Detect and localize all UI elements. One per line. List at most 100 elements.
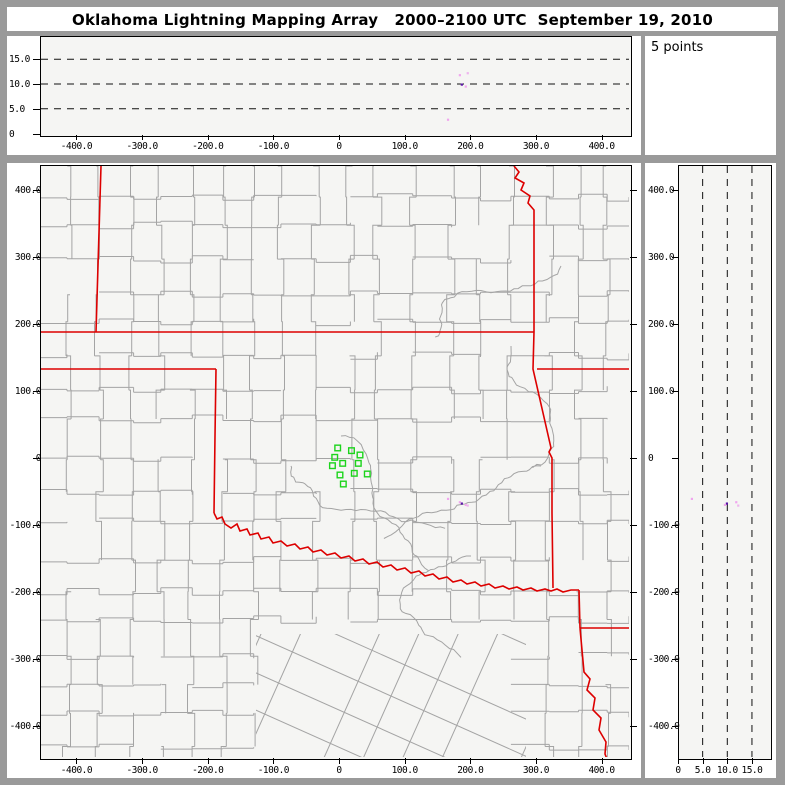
tick-label: 10.0 bbox=[716, 765, 738, 776]
altitude-ew-plot[interactable] bbox=[40, 36, 632, 137]
lightning-source-point bbox=[690, 497, 694, 500]
tick-label: 200.0 bbox=[14, 319, 42, 331]
axis-tick bbox=[672, 458, 678, 459]
axis-tick bbox=[672, 391, 678, 393]
tick-label: 5.0 bbox=[9, 103, 25, 115]
tick-label: -200.0 bbox=[648, 586, 680, 598]
tick-label: -400.0 bbox=[9, 720, 42, 732]
axis-tick bbox=[33, 324, 40, 326]
tick-label: 5.0 bbox=[694, 765, 711, 776]
title-bar: Oklahoma Lightning Mapping Array 2000–21… bbox=[7, 7, 778, 31]
axis-tick bbox=[33, 257, 40, 259]
axis-tick bbox=[702, 758, 704, 764]
tilted-county-lines bbox=[256, 634, 526, 757]
lightning-source-point bbox=[446, 118, 450, 121]
lma-station-marker bbox=[334, 444, 342, 452]
lightning-source-point bbox=[460, 83, 463, 86]
plan-view-map-plot[interactable] bbox=[40, 165, 632, 760]
lightning-source-point bbox=[464, 503, 467, 507]
lightning-source-point bbox=[458, 501, 461, 504]
tick-label: 300.0 bbox=[648, 252, 675, 264]
axis-tick bbox=[33, 84, 40, 85]
tick-label: 10.0 bbox=[9, 79, 30, 90]
axis-tick bbox=[535, 135, 537, 140]
tick-label: -400.0 bbox=[60, 141, 93, 152]
axis-tick bbox=[630, 658, 637, 660]
county-boundaries bbox=[41, 166, 629, 757]
tick-label: 100.0 bbox=[14, 386, 42, 398]
tick-label: 300.0 bbox=[522, 141, 550, 152]
axis-tick bbox=[535, 758, 537, 764]
lma-station-marker bbox=[354, 459, 362, 467]
tick-label: -100.0 bbox=[648, 519, 680, 531]
river-lines bbox=[290, 265, 562, 658]
lightning-source-point bbox=[725, 502, 729, 505]
axis-tick bbox=[76, 758, 78, 764]
altitude-ns-panel: 400.0 300.0 200.0 100.0 0 -100.0 -200.0 -300.0 -… bbox=[645, 163, 776, 778]
tick-label: 100.0 bbox=[391, 765, 419, 776]
tick-label: 100.0 bbox=[648, 386, 675, 398]
tick-label: -200.0 bbox=[9, 586, 42, 598]
tick-label: 200.0 bbox=[457, 765, 484, 776]
state-border-red-river-border bbox=[213, 512, 579, 593]
points-count-label: 5 points bbox=[651, 40, 704, 55]
tick-label: 400.0 bbox=[14, 185, 42, 197]
lma-station-marker bbox=[350, 469, 358, 477]
state-border-texas-arkansas-border bbox=[578, 589, 581, 629]
state-border-texas-louisiana-border bbox=[579, 627, 608, 757]
page-title: Oklahoma Lightning Mapping Array 2000–21… bbox=[72, 11, 713, 29]
tick-label: -300.0 bbox=[126, 141, 158, 152]
tick-label: 0 bbox=[336, 141, 342, 152]
axis-tick bbox=[672, 324, 678, 326]
tick-label: 300.0 bbox=[14, 252, 42, 264]
state-border-kansas-missouri-oklahoma-arkansas-border bbox=[513, 166, 554, 589]
axis-tick bbox=[672, 725, 678, 727]
plan-view-panel: -400.0 -300.0 -200.0 -100.0 0 100.0 200.0 300.0… bbox=[7, 163, 641, 778]
tick-label: 0 bbox=[9, 128, 15, 140]
axis-tick bbox=[470, 758, 472, 764]
axis-tick bbox=[273, 135, 275, 140]
axis-tick bbox=[33, 59, 40, 61]
axis-tick bbox=[672, 658, 678, 660]
altitude-ns-canvas bbox=[690, 166, 753, 757]
axis-tick bbox=[630, 190, 637, 192]
altitude-ns-plot[interactable] bbox=[678, 165, 772, 760]
axis-tick bbox=[339, 758, 340, 764]
state-border-texas-oklahoma-west-border bbox=[213, 368, 217, 514]
tick-label: 100.0 bbox=[391, 141, 419, 152]
lma-station-marker bbox=[328, 462, 336, 470]
axis-tick bbox=[672, 591, 678, 593]
axis-tick bbox=[339, 135, 340, 140]
axis-tick bbox=[678, 758, 679, 764]
tick-label: -200.0 bbox=[192, 141, 224, 152]
axis-tick bbox=[630, 591, 637, 593]
lightning-source-point bbox=[737, 504, 740, 507]
lightning-source-point bbox=[723, 503, 727, 507]
tick-label: -300.0 bbox=[126, 765, 158, 776]
axis-tick bbox=[630, 257, 637, 259]
axis-tick bbox=[404, 135, 406, 140]
tick-label: 400.0 bbox=[648, 185, 675, 197]
tick-label: -200.0 bbox=[192, 765, 224, 776]
axis-tick bbox=[601, 758, 603, 764]
axis-tick bbox=[207, 135, 209, 140]
tick-label: -400.0 bbox=[648, 720, 680, 732]
lightning-source-point bbox=[466, 504, 469, 507]
state-border-colorado-kansas-border bbox=[95, 166, 102, 333]
axis-tick bbox=[207, 758, 209, 764]
axis-tick bbox=[76, 135, 78, 140]
axis-tick bbox=[630, 524, 637, 526]
axis-tick bbox=[470, 135, 472, 140]
axis-tick bbox=[33, 658, 40, 660]
axis-tick bbox=[33, 108, 40, 110]
lma-station-marker bbox=[339, 459, 347, 467]
axis-tick bbox=[33, 524, 40, 526]
tick-label: 200.0 bbox=[648, 319, 675, 331]
lma-station-marker bbox=[336, 471, 344, 479]
lma-station-marker bbox=[356, 451, 364, 459]
lma-station-marker bbox=[331, 453, 339, 461]
tick-label: 0 bbox=[648, 453, 654, 464]
axis-tick bbox=[630, 324, 637, 326]
axis-tick bbox=[33, 133, 40, 135]
tilted-county-grid bbox=[256, 634, 526, 757]
